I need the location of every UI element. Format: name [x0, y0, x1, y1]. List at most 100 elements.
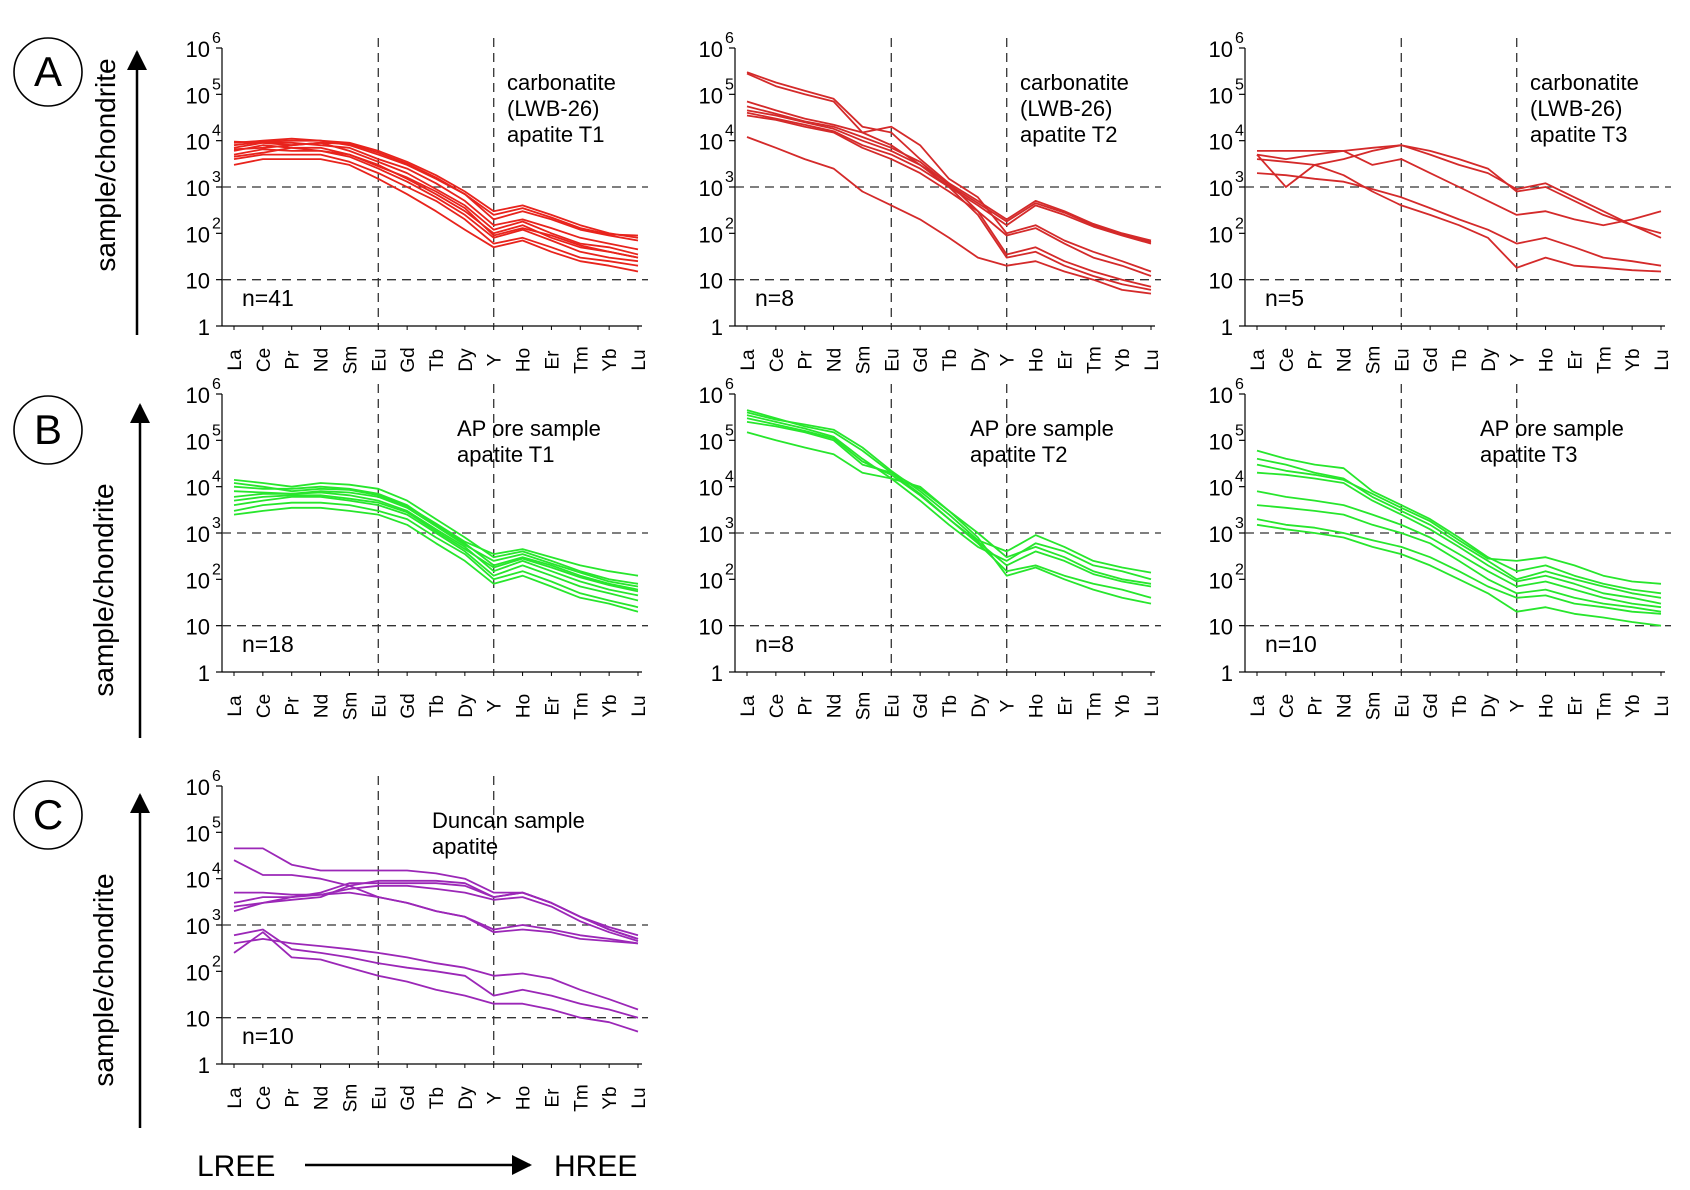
y-tick-label: 10: [1209, 383, 1233, 408]
y-tick-label: 10: [186, 868, 210, 893]
x-tick-label: Yb: [600, 348, 621, 371]
series-line: [233, 501, 639, 609]
series-line: [233, 144, 639, 259]
x-tick-label: Tb: [1450, 349, 1471, 371]
y-tick-exponent: 2: [725, 561, 734, 578]
y-tick-label: 10: [699, 476, 723, 501]
series-line: [233, 148, 639, 263]
x-tick-label: Pr: [1306, 350, 1327, 370]
panel-annotation: apatite: [432, 834, 498, 859]
x-tick-label: Eu: [1392, 694, 1413, 717]
y-tick-label: 10: [186, 429, 210, 454]
x-tick-label: Tm: [1084, 692, 1105, 719]
series-line: [233, 490, 639, 588]
x-tick-label: Y: [485, 699, 506, 712]
series-line: [233, 482, 639, 577]
y-tick-exponent: 6: [212, 376, 221, 393]
y-tick-label: 10: [1209, 83, 1233, 108]
y-tick-label: 10: [1209, 130, 1233, 155]
panel-annotation: carbonatite: [1530, 70, 1639, 95]
panel-annotation: apatite T3: [1480, 442, 1577, 467]
series-line: [746, 109, 1152, 242]
y-tick-label: 10: [186, 568, 210, 593]
x-tick-label: Dy: [969, 694, 990, 718]
series-line: [1256, 144, 1662, 239]
y-tick-exponent: 2: [1235, 215, 1244, 232]
ylabel-text: sample/chondrite: [90, 58, 121, 271]
y-tick-label: 10: [1209, 476, 1233, 501]
x-tick-label: Yb: [1623, 348, 1644, 371]
x-tick-label: Er: [1565, 696, 1586, 716]
x-tick-label: Ho: [514, 694, 535, 718]
y-tick-label: 10: [699, 37, 723, 62]
y-tick-label: 10: [186, 83, 210, 108]
y-tick-label: 10: [699, 615, 723, 640]
x-tick-label: Ho: [514, 1086, 535, 1110]
ree-direction-label: LREE HREE: [197, 1150, 637, 1183]
row-label-text: B: [34, 406, 62, 453]
y-tick-exponent: 4: [725, 123, 734, 140]
row-label-c: C: [13, 780, 83, 850]
y-tick-label: 10: [186, 476, 210, 501]
x-tick-label: Y: [485, 1091, 506, 1104]
panel-n-label: n=5: [1265, 285, 1304, 311]
x-tick-label: Pr: [796, 696, 817, 716]
y-tick-exponent: 5: [212, 422, 221, 439]
x-tick-label: Eu: [882, 348, 903, 371]
row-label-circle: [13, 395, 83, 465]
x-tick-label: Eu: [1392, 348, 1413, 371]
panel-annotation: Duncan sample: [432, 808, 585, 833]
x-tick-label: La: [738, 695, 759, 717]
x-tick-label: Nd: [1335, 694, 1356, 718]
panel-annotation: AP ore sample: [457, 416, 601, 441]
x-tick-label: Yb: [600, 1086, 621, 1109]
y-tick-label: 10: [186, 914, 210, 939]
x-tick-label: Nd: [825, 348, 846, 372]
x-tick-label: Ce: [254, 348, 275, 372]
x-tick-label: Er: [1565, 350, 1586, 370]
series-line: [1256, 457, 1662, 599]
series-line: [233, 139, 639, 239]
series-line: [233, 146, 639, 259]
x-tick-label: Y: [998, 699, 1019, 712]
x-tick-label: Tb: [940, 349, 961, 371]
y-tick-label: 10: [186, 960, 210, 985]
x-tick-label: Nd: [312, 1086, 333, 1110]
x-tick-label: Pr: [283, 696, 304, 716]
series-line: [1256, 149, 1662, 227]
x-tick-label: Nd: [312, 348, 333, 372]
series-line: [233, 479, 639, 585]
x-tick-label: Tb: [940, 695, 961, 717]
x-tick-label: Lu: [1652, 349, 1673, 370]
panel-annotation: (LWB-26): [507, 96, 600, 121]
y-tick-exponent: 3: [212, 515, 221, 532]
x-tick-label: Yb: [1623, 694, 1644, 717]
y-tick-exponent: 5: [725, 422, 734, 439]
x-tick-label: La: [1248, 695, 1269, 717]
y-tick-label: 1: [711, 661, 723, 686]
x-tick-label: Tb: [427, 695, 448, 717]
series-line: [233, 928, 639, 1019]
y-tick-label: 10: [1209, 615, 1233, 640]
y-tick-exponent: 6: [212, 768, 221, 785]
x-tick-label: Tb: [1450, 695, 1471, 717]
row-label-text: C: [33, 791, 63, 838]
y-tick-label: 1: [1221, 315, 1233, 340]
x-tick-label: Tb: [427, 1087, 448, 1109]
x-tick-label: Lu: [629, 695, 650, 716]
y-tick-label: 10: [1209, 176, 1233, 201]
ylabel-row-a: sample/chondrite: [90, 50, 147, 335]
series-line: [1256, 490, 1662, 609]
series-line: [233, 158, 639, 273]
x-tick-label: Er: [542, 696, 563, 716]
panel-annotation: carbonatite: [1020, 70, 1129, 95]
x-tick-label: Sm: [340, 1084, 361, 1113]
panel-n-label: n=8: [755, 285, 794, 311]
y-tick-exponent: 5: [1235, 422, 1244, 439]
x-tick-label: Lu: [629, 1087, 650, 1108]
x-tick-label: Sm: [340, 346, 361, 375]
panel-n-label: n=18: [242, 631, 294, 657]
y-tick-label: 10: [699, 522, 723, 547]
